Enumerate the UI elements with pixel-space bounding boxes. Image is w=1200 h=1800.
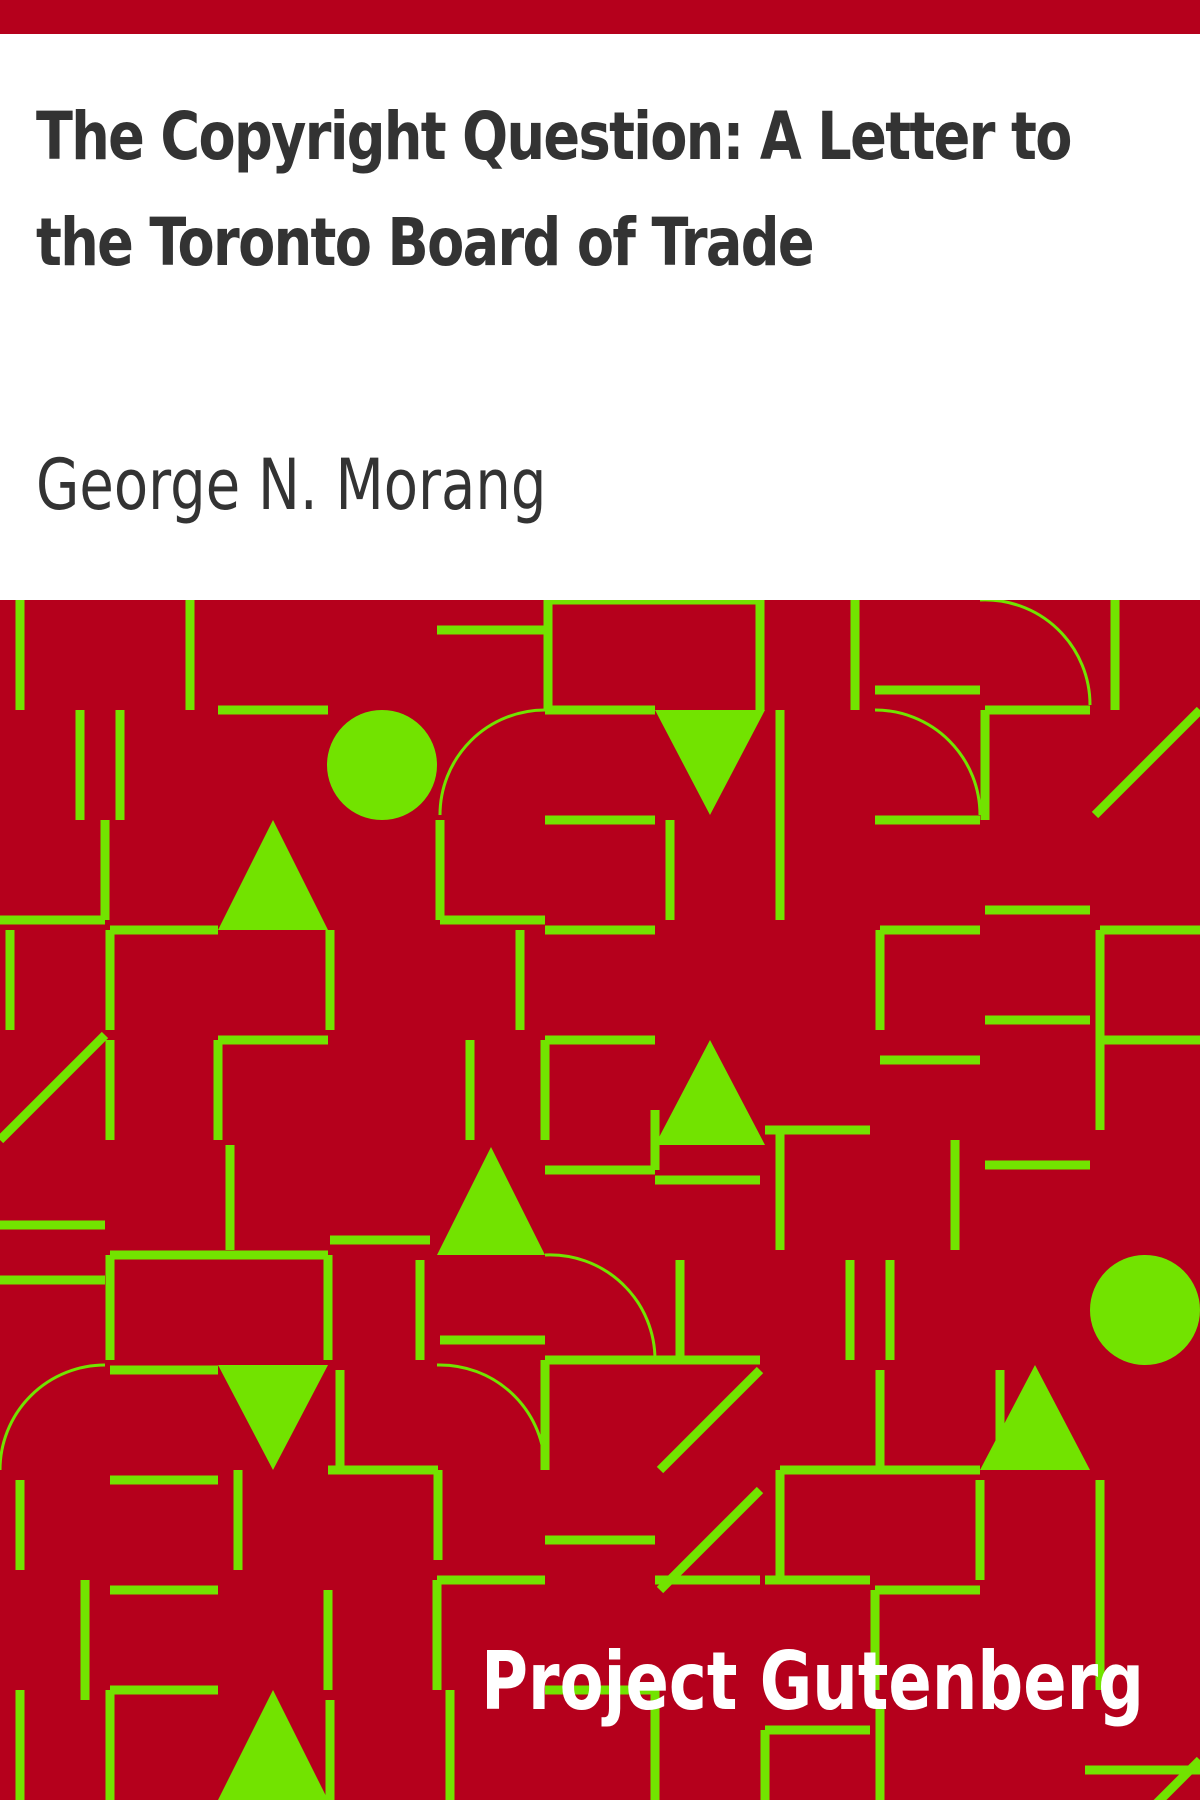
pattern-circle (327, 710, 437, 820)
pattern-diagonal (1091, 706, 1200, 819)
book-title: The Copyright Question: A Letter to the … (36, 98, 1072, 281)
pattern-triangle (437, 1147, 545, 1255)
publisher-mark: Project Gutenberg (481, 1635, 1144, 1728)
book-author: George N. Morang (36, 444, 547, 526)
pattern-arc (980, 600, 1092, 706)
pattern-arc (544, 1253, 657, 1361)
pattern-triangle (218, 820, 328, 930)
pattern-arc (0, 1363, 106, 1471)
pattern-shapes (218, 710, 1200, 1800)
pattern-diagonal (656, 1366, 764, 1474)
pattern-circle (1090, 1255, 1200, 1365)
pattern-diagonal (0, 1031, 109, 1144)
pattern-arc (874, 708, 982, 816)
pattern-lines (0, 600, 1200, 1800)
pattern-triangle (218, 1690, 328, 1800)
pattern-triangle (980, 1365, 1090, 1470)
pattern-arc (438, 708, 546, 816)
pattern-svg (0, 600, 1200, 1800)
pattern-diagonal (656, 1486, 764, 1594)
pattern-arc (436, 1363, 547, 1471)
pattern-diagonal (1153, 1756, 1200, 1800)
pattern-triangle (218, 1365, 328, 1470)
pattern-background (0, 600, 1200, 1800)
pattern-triangle (655, 710, 765, 815)
cover-pattern (0, 600, 1200, 1800)
top-color-band (0, 0, 1200, 34)
pattern-triangle (655, 1040, 765, 1145)
